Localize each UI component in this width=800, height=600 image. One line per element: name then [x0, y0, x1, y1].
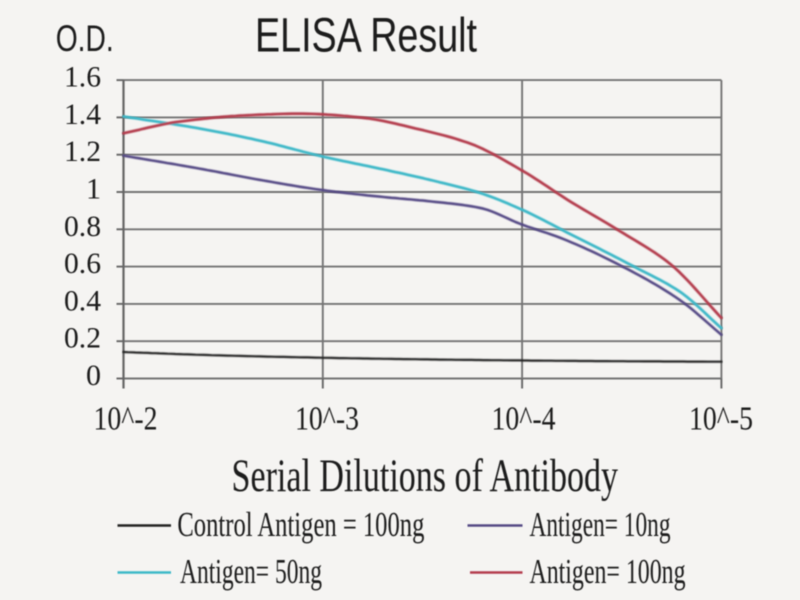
svg-text:1.2: 1.2: [64, 135, 101, 168]
svg-text:0.6: 0.6: [64, 247, 101, 280]
svg-text:10^-2: 10^-2: [94, 401, 158, 438]
svg-text:O.D.: O.D.: [56, 18, 114, 59]
svg-text:1: 1: [86, 173, 101, 206]
svg-text:1.4: 1.4: [64, 98, 101, 131]
svg-text:0: 0: [86, 359, 101, 392]
svg-text:Control Antigen = 100ng: Control Antigen = 100ng: [177, 505, 424, 544]
svg-text:ELISA Result: ELISA Result: [255, 10, 477, 63]
svg-text:10^-3: 10^-3: [295, 401, 359, 438]
svg-text:1.6: 1.6: [64, 61, 101, 94]
svg-text:0.8: 0.8: [64, 210, 101, 243]
svg-text:Antigen= 10ng: Antigen= 10ng: [530, 505, 671, 544]
svg-text:0.4: 0.4: [64, 284, 101, 317]
svg-text:Serial Dilutions of Antibody: Serial Dilutions of Antibody: [232, 450, 619, 502]
svg-text:10^-5: 10^-5: [689, 401, 753, 438]
svg-text:10^-4: 10^-4: [492, 401, 556, 438]
svg-text:0.2: 0.2: [64, 322, 101, 355]
svg-text:Antigen= 100ng: Antigen= 100ng: [530, 552, 686, 591]
svg-text:Antigen= 50ng: Antigen= 50ng: [180, 552, 322, 591]
